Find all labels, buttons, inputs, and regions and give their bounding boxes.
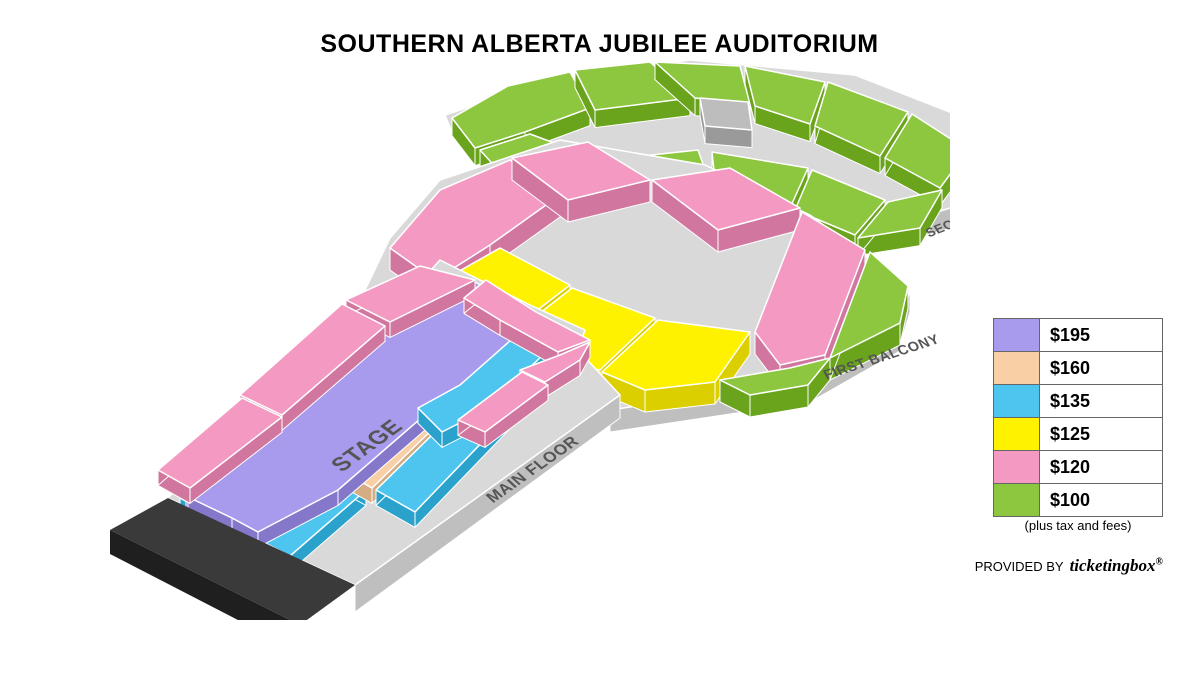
seating-diagram: STAGEMAIN FLOORFIRST BALCONYSECOND BALCO… — [90, 60, 950, 620]
legend-swatch — [994, 385, 1040, 417]
legend-swatch — [994, 352, 1040, 384]
legend-price: $135 — [1040, 387, 1162, 416]
legend-row: $160 — [994, 352, 1162, 385]
provided-by-label: PROVIDED BY — [975, 559, 1064, 574]
legend-row: $100 — [994, 484, 1162, 516]
legend-price: $195 — [1040, 321, 1162, 350]
brand-part-a: ticketing — [1070, 556, 1130, 575]
legend-price: $120 — [1040, 453, 1162, 482]
legend-price: $100 — [1040, 486, 1162, 515]
legend-swatch — [994, 484, 1040, 516]
legend-price: $125 — [1040, 420, 1162, 449]
provider-brand: ticketingbox® — [1070, 556, 1163, 576]
legend-swatch — [994, 451, 1040, 483]
brand-reg: ® — [1156, 556, 1163, 567]
legend-row: $135 — [994, 385, 1162, 418]
brand-part-b: box — [1130, 556, 1156, 575]
venue-title: SOUTHERN ALBERTA JUBILEE AUDITORIUM — [0, 30, 1199, 59]
legend-swatch — [994, 418, 1040, 450]
legend-row: $125 — [994, 418, 1162, 451]
legend-row: $195 — [994, 319, 1162, 352]
seating-chart-container: SOUTHERN ALBERTA JUBILEE AUDITORIUM STAG… — [0, 0, 1199, 675]
provider-credit: PROVIDED BY ticketingbox® — [975, 556, 1163, 576]
legend-row: $120 — [994, 451, 1162, 484]
legend-note: (plus tax and fees) — [993, 518, 1163, 533]
legend-price: $160 — [1040, 354, 1162, 383]
legend-swatch — [994, 319, 1040, 351]
price-legend: $195 $160 $135 $125 $120 $100 — [993, 318, 1163, 517]
